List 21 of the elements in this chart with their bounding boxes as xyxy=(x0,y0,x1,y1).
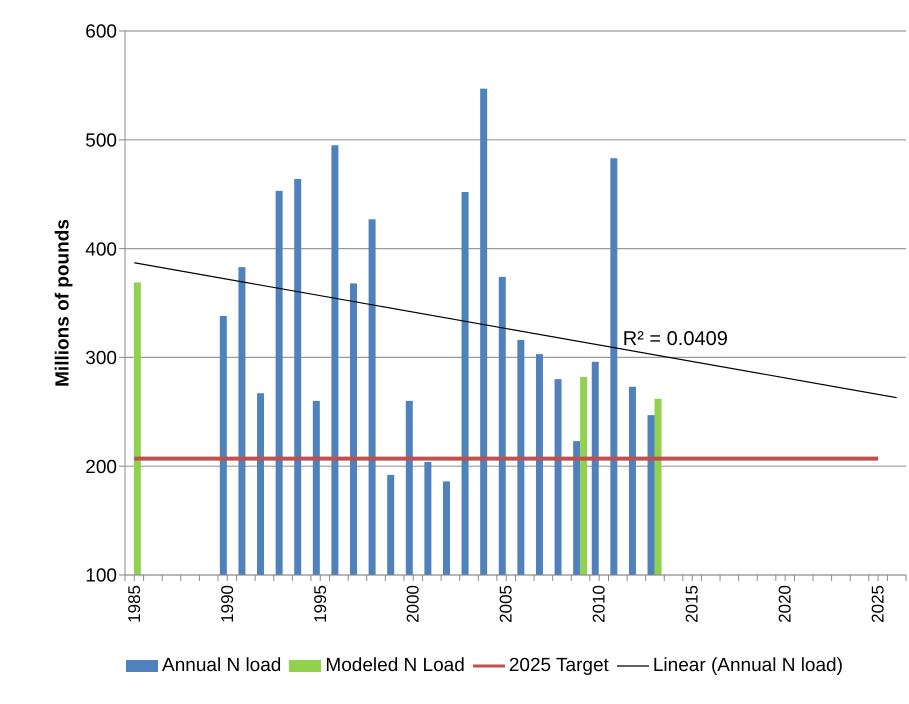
y-tick-label: 200 xyxy=(85,456,117,478)
y-tick-label: 300 xyxy=(85,348,117,370)
legend-label: Linear (Annual N load) xyxy=(652,655,843,677)
y-axis-title: Millions of pounds xyxy=(52,219,74,387)
x-tick-label: 2025 xyxy=(868,585,888,623)
y-tick-label: 600 xyxy=(85,22,117,43)
x-tick-label: 2015 xyxy=(682,585,702,623)
legend-label: Annual N load xyxy=(162,655,282,677)
y-tick-label: 400 xyxy=(85,239,117,260)
legend-label: 2025 Target xyxy=(508,655,609,677)
x-tick-label: 1990 xyxy=(218,585,237,623)
y-tick-label: 100 xyxy=(85,566,117,587)
y-tick-label: 500 xyxy=(85,130,117,152)
x-tick-label: 1995 xyxy=(310,585,330,623)
legend-label: Modeled N Load xyxy=(325,655,465,677)
x-tick-label: 2010 xyxy=(590,585,609,623)
x-tick-label: 2020 xyxy=(776,585,795,623)
x-tick-label: 2005 xyxy=(496,585,516,623)
annotation: R² = 0.0409 xyxy=(622,328,728,350)
x-tick-label: 1985 xyxy=(124,585,144,623)
x-tick-label: 2000 xyxy=(404,585,423,623)
